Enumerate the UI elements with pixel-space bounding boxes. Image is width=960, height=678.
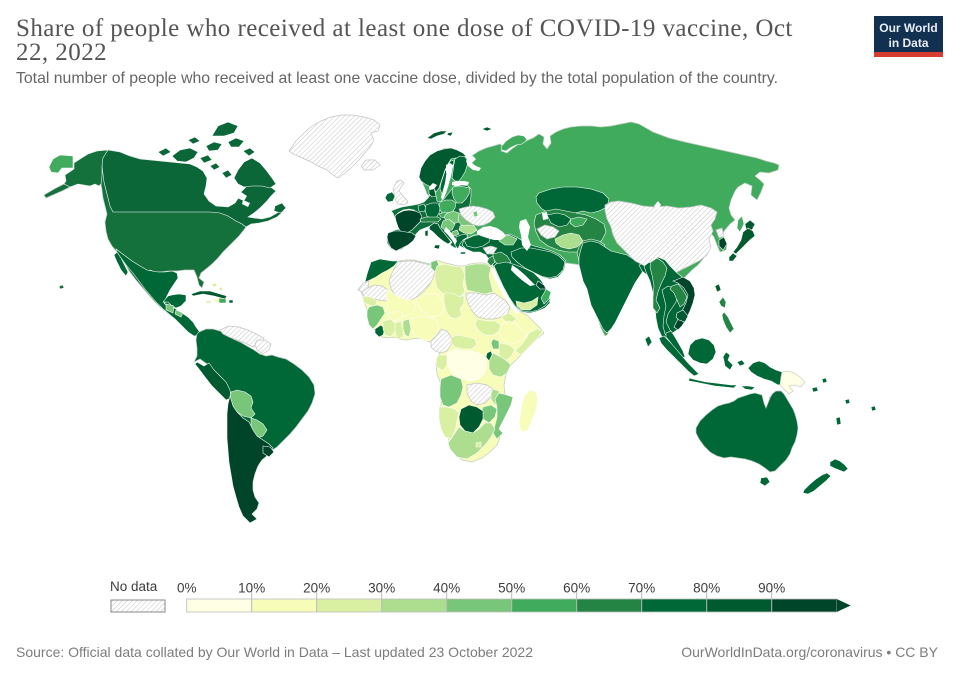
svg-text:70%: 70% — [628, 581, 655, 596]
svg-text:20%: 20% — [303, 581, 330, 596]
svg-text:60%: 60% — [563, 581, 590, 596]
svg-text:50%: 50% — [498, 581, 525, 596]
svg-text:10%: 10% — [238, 581, 265, 596]
svg-text:0%: 0% — [177, 581, 197, 596]
svg-text:90%: 90% — [758, 581, 785, 596]
svg-text:80%: 80% — [693, 581, 720, 596]
svg-text:40%: 40% — [433, 581, 460, 596]
svg-text:30%: 30% — [368, 581, 395, 596]
